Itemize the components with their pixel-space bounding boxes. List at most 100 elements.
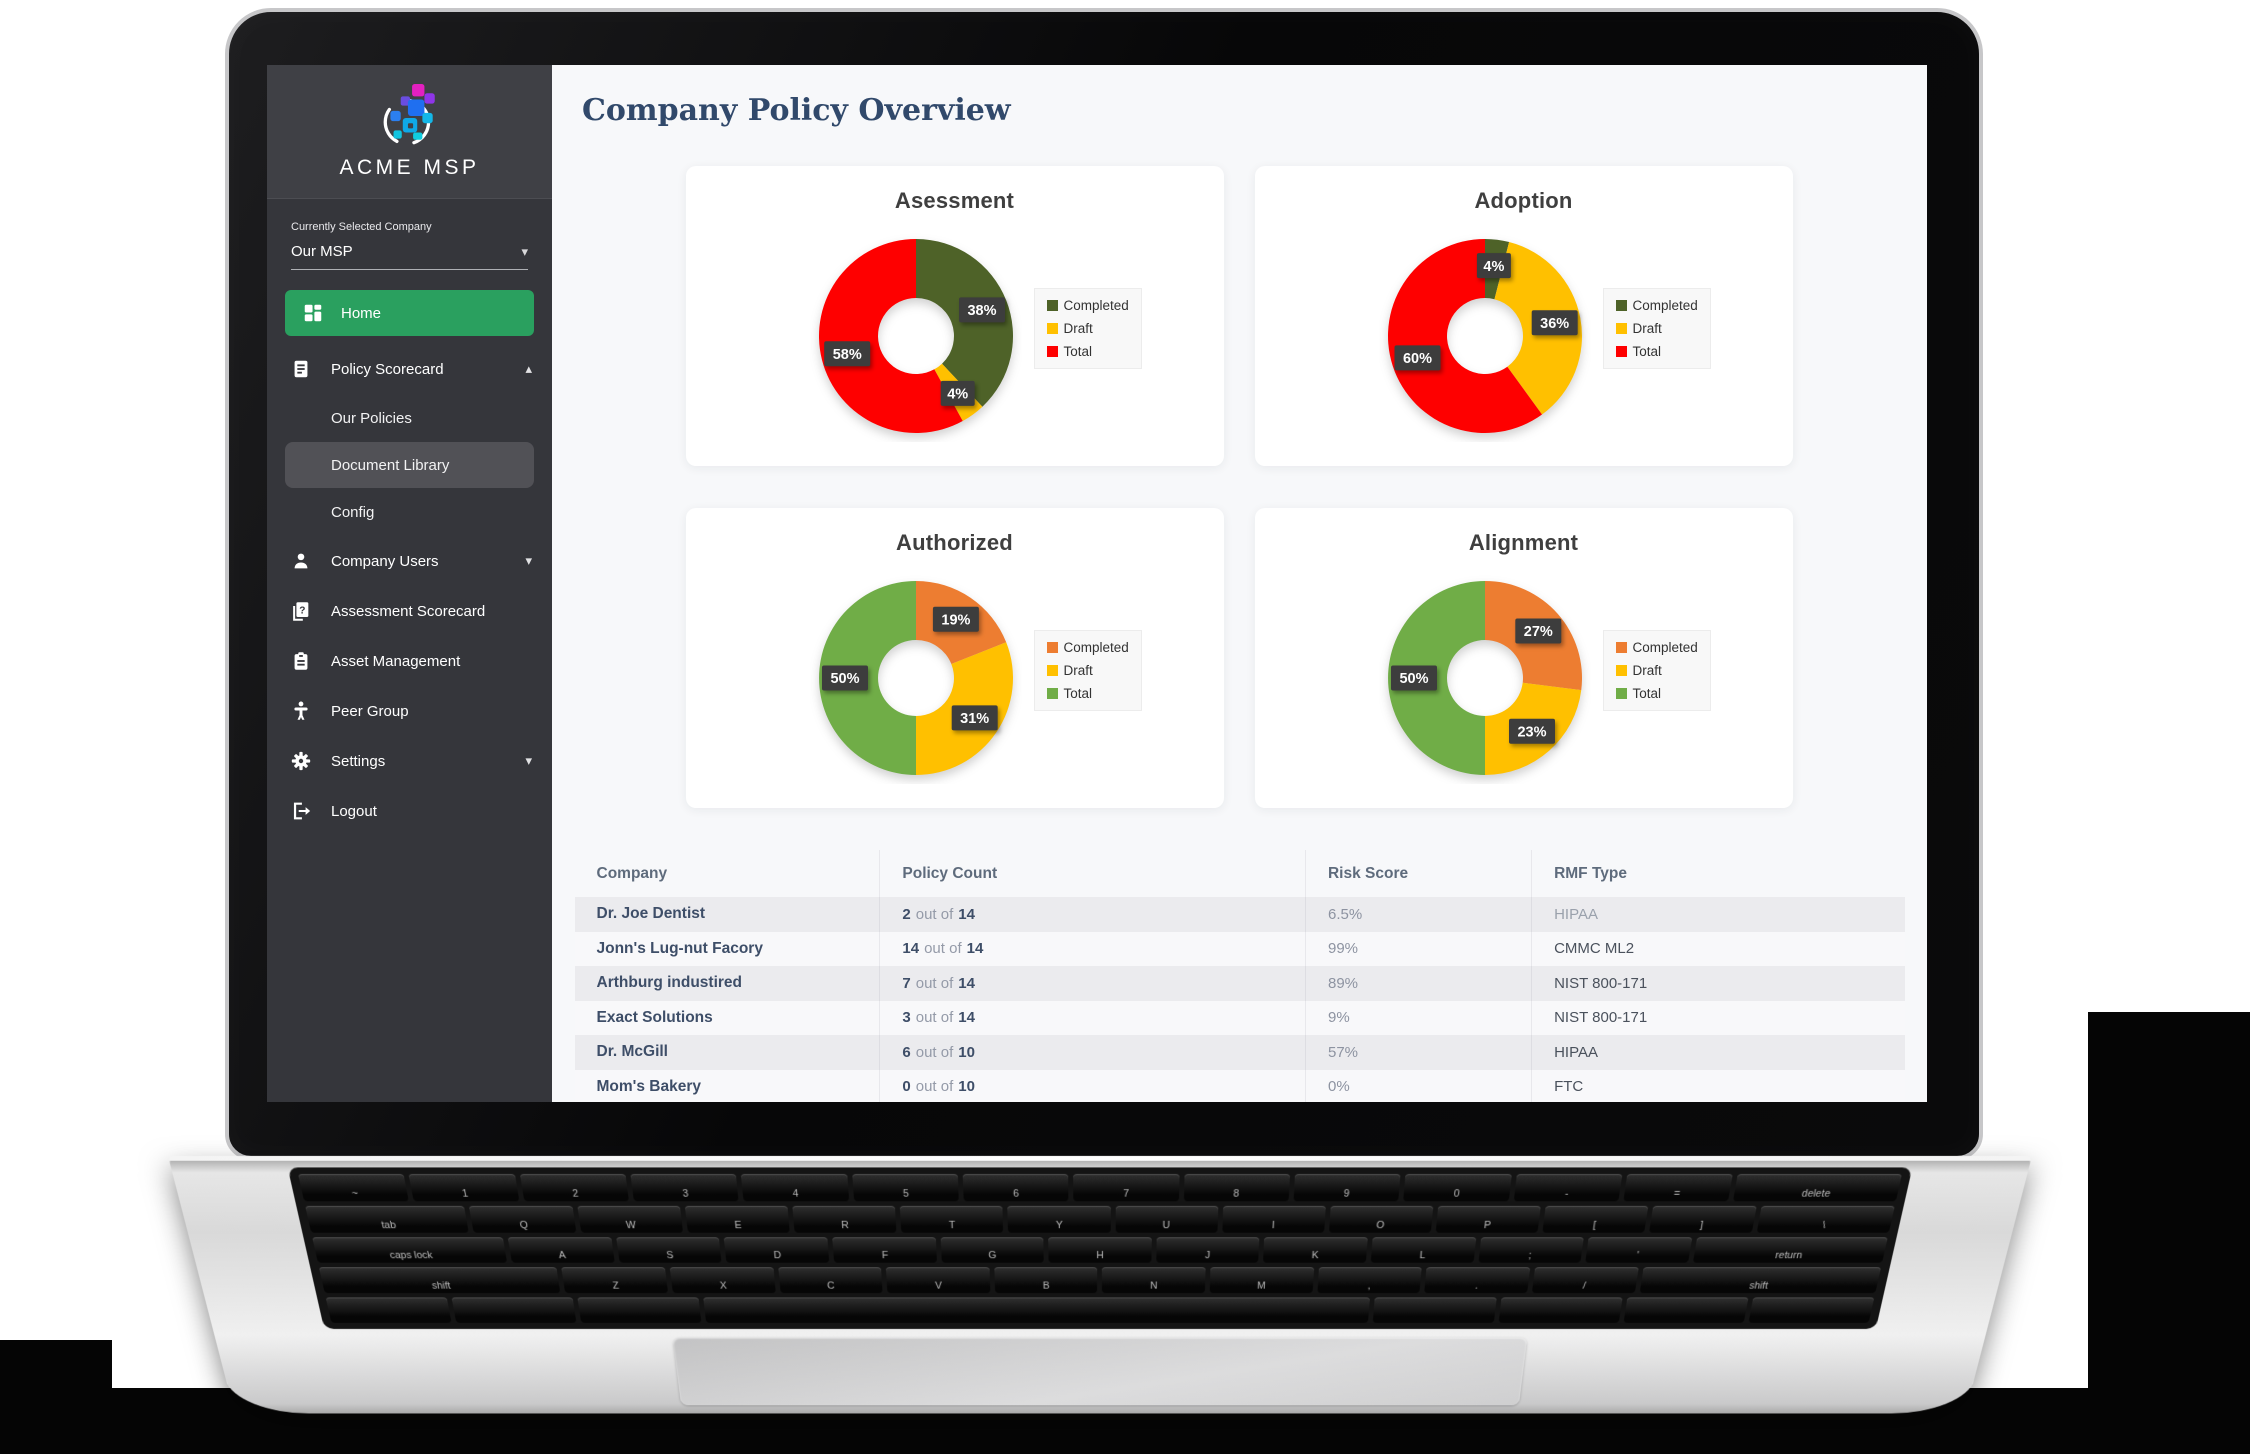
company-cell[interactable]: Exact Solutions xyxy=(575,1000,881,1035)
table-row-dr-joe-dentist: Dr. Joe Dentist 2 out of 14 6.5% HIPAA xyxy=(574,897,1905,932)
svg-text:23%: 23% xyxy=(1517,725,1546,741)
sidebar-item-our-policies[interactable]: Our Policies xyxy=(267,394,552,442)
legend-swatch xyxy=(1615,346,1627,357)
sidebar-item-document-library[interactable]: Document Library xyxy=(285,442,534,488)
legend-label: Draft xyxy=(1063,321,1093,336)
legend-swatch xyxy=(1615,323,1627,334)
key-blank xyxy=(577,1297,702,1323)
sidebar-item-company-users[interactable]: Company Users ▾ xyxy=(267,536,552,586)
company-cell[interactable]: Arthburg industired xyxy=(575,966,881,1001)
risk-score-cell: 0% xyxy=(1306,1069,1533,1102)
sidebar-item-label: Assessment Scorecard xyxy=(331,602,486,620)
key-t: T xyxy=(899,1205,1004,1233)
svg-text:50%: 50% xyxy=(830,671,859,687)
key-blank xyxy=(703,1297,1371,1323)
key-blank xyxy=(1748,1297,1875,1323)
chart-title: Adoption xyxy=(1474,188,1573,213)
table-header-row: Company Policy Count Risk Score RMF Type xyxy=(575,850,1905,897)
table-header-risk-score[interactable]: Risk Score xyxy=(1306,850,1533,897)
key-8: 8 xyxy=(1183,1174,1290,1202)
key-: ] xyxy=(1649,1205,1757,1233)
key-blank xyxy=(1373,1297,1497,1323)
legend-label: Completed xyxy=(1063,298,1129,313)
chart-legend: Completed Draft Total xyxy=(1602,630,1711,711)
sidebar-item-policy-scorecard[interactable]: Policy Scorecard ▴ xyxy=(267,344,552,394)
key-caps-lock: caps lock xyxy=(312,1236,508,1264)
svg-text:?: ? xyxy=(299,605,305,616)
legend-label: Draft xyxy=(1632,663,1662,678)
legend-item-completed: Completed xyxy=(1046,298,1129,313)
policy-count-cell: 3 out of 14 xyxy=(880,1000,1306,1035)
table-row-mom-s-bakery: Mom's Bakery 0 out of 10 0% FTC xyxy=(574,1069,1905,1102)
sidebar-nav: Home Policy Scorecard ▴ Our Policies Documen… xyxy=(267,284,552,840)
chart-card-asessment: Asessment 38% 4% 58% Completed Draft Total xyxy=(685,166,1224,466)
sidebar-item-label: Settings xyxy=(331,752,386,770)
legend-item-total: Total xyxy=(1615,344,1698,359)
donut-chart: 19% 31% 50% xyxy=(818,581,1013,776)
table-header-policy-count[interactable]: Policy Count xyxy=(880,850,1306,897)
key-2: 2 xyxy=(519,1174,629,1202)
donut-chart: 38% 4% 58% xyxy=(818,238,1013,433)
sidebar-item-config[interactable]: Config xyxy=(267,488,552,536)
key-shift: shift xyxy=(1639,1267,1881,1294)
legend-label: Total xyxy=(1063,344,1093,359)
keyboard-row: tab Q W E R T Y U I O P[] \ xyxy=(305,1205,1895,1233)
legend-label: Total xyxy=(1063,686,1093,701)
rmf-type-cell: HIPAA xyxy=(1554,1043,1598,1061)
key-j: J xyxy=(1156,1236,1260,1264)
sidebar-item-assessment-scorecard[interactable]: ? Assessment Scorecard xyxy=(267,586,552,636)
legend-swatch xyxy=(1046,688,1058,699)
background-shadow-right xyxy=(2088,1012,2250,1454)
table-header-rmf-type[interactable]: RMF Type xyxy=(1554,864,1627,882)
table-row-jonn-s-lug-nut-facory: Jonn's Lug-nut Facory 14 out of 14 99% CMMC… xyxy=(574,931,1905,966)
rmf-type-cell: NIST 800-171 xyxy=(1554,974,1648,992)
key-r: R xyxy=(792,1205,897,1233)
sidebar-item-asset-management[interactable]: Asset Management xyxy=(267,636,552,686)
company-cell[interactable]: Dr. McGill xyxy=(575,1035,881,1070)
svg-text:58%: 58% xyxy=(832,347,861,363)
company-cell[interactable]: Mom's Bakery xyxy=(575,1069,881,1102)
sidebar-item-settings[interactable]: Settings ▾ xyxy=(267,736,552,786)
key-u: U xyxy=(1115,1205,1219,1233)
sidebar-item-label: Our Policies xyxy=(331,409,412,427)
legend-item-draft: Draft xyxy=(1615,321,1698,336)
legend-item-draft: Draft xyxy=(1046,321,1129,336)
key-tab: tab xyxy=(305,1205,470,1233)
key-x: X xyxy=(669,1267,776,1294)
legend-label: Completed xyxy=(1063,640,1129,655)
key-n: N xyxy=(1102,1267,1206,1294)
assessment-icon: ? xyxy=(289,599,313,623)
key-4: 4 xyxy=(741,1174,849,1202)
keyboard-row: shift Z X C V B N M,. / shift xyxy=(318,1267,1881,1294)
key-5: 5 xyxy=(851,1174,959,1202)
legend-swatch xyxy=(1615,642,1627,653)
chart-title: Alignment xyxy=(1468,530,1579,555)
sidebar-item-peer-group[interactable]: Peer Group xyxy=(267,686,552,736)
svg-text:19%: 19% xyxy=(941,613,970,629)
donut-chart: 27% 23% 50% xyxy=(1387,581,1582,775)
company-selector-value: Our MSP xyxy=(291,243,353,260)
table-header-company[interactable]: Company xyxy=(575,850,881,897)
key-b: B xyxy=(994,1267,1098,1294)
company-cell[interactable]: Dr. Joe Dentist xyxy=(575,897,881,932)
company-cell[interactable]: Jonn's Lug-nut Facory xyxy=(575,931,881,966)
key-v: V xyxy=(886,1267,991,1294)
risk-score-cell: 99% xyxy=(1306,931,1533,966)
peer-icon xyxy=(289,699,313,723)
risk-score-cell: 57% xyxy=(1306,1035,1533,1070)
sidebar-item-label: Home xyxy=(341,304,382,322)
key-h: H xyxy=(1048,1236,1152,1264)
policy-count-cell: 7 out of 14 xyxy=(880,966,1306,1001)
key-shift: shift xyxy=(318,1267,561,1294)
sidebar-item-logout[interactable]: Logout xyxy=(267,786,552,836)
chart-card-alignment: Alignment 27% 23% 50% Completed Draft Total xyxy=(1254,508,1793,808)
company-selector: Currently Selected Company Our MSP ▾ xyxy=(267,199,552,284)
table-row-dr-mcgill: Dr. McGill 6 out of 10 57% HIPAA xyxy=(574,1035,1905,1070)
key-: / xyxy=(1531,1267,1639,1294)
company-selector-dropdown[interactable]: Our MSP ▾ xyxy=(291,243,528,270)
background-shadow-left xyxy=(0,1340,112,1454)
legend-item-completed: Completed xyxy=(1046,640,1129,655)
risk-score-cell: 89% xyxy=(1306,966,1533,1001)
key-d: D xyxy=(724,1236,830,1264)
sidebar-item-home[interactable]: Home xyxy=(285,290,534,336)
